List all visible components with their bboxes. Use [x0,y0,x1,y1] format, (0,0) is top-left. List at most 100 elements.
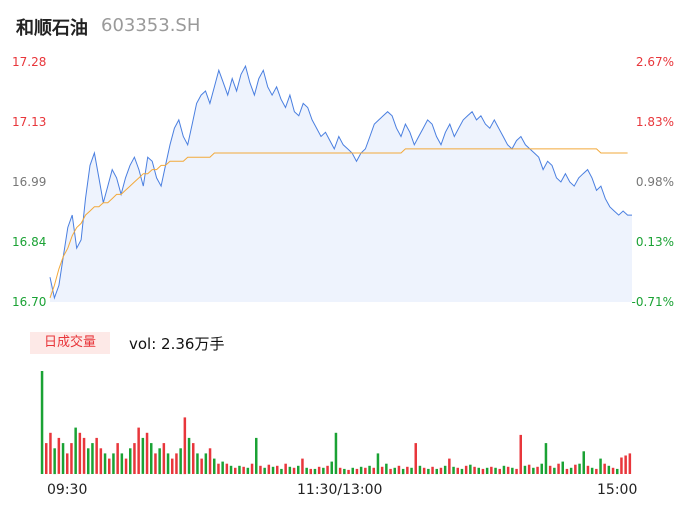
volume-bar [376,453,380,474]
volume-bar [574,464,577,474]
volume-bar [347,469,350,474]
volume-bar [338,467,342,474]
volume-bar [78,432,82,474]
volume-bar [410,467,413,474]
volume-bar [628,453,632,474]
volume-bar [519,434,522,474]
volume-bar [255,437,258,474]
price-line [49,64,632,300]
price-label-2: 16.99 [12,175,47,189]
pct-label-2: 0.98% [635,175,674,189]
volume-bar [259,465,262,474]
volume-bar [145,432,149,474]
volume-bar [263,467,266,474]
volume-bar [330,461,333,474]
price-label-0: 17.28 [12,55,47,69]
volume-bar [179,448,182,475]
volume-bar [527,464,531,474]
volume-bar [53,448,56,475]
volume-bar [103,453,107,474]
volume-bar [393,467,396,474]
volume-bar [355,468,359,475]
volume-bar [305,467,308,474]
volume-bar [301,458,304,474]
volume-bar [448,458,451,474]
price-label-4: 16.70 [12,295,47,309]
volume-bar [490,466,493,474]
volume-bar [91,443,94,474]
average-price-line [49,148,628,299]
volume-summary: vol: 2.36万手 [129,335,225,353]
volume-bar [175,453,178,474]
volume-bar [607,465,611,474]
volume-bar [322,467,325,474]
volume-bar [368,465,371,474]
volume-bar [401,468,405,475]
volume-bar [565,468,569,475]
volume-bar [129,448,132,475]
stock-code: 603353.SH [101,15,201,36]
volume-bar [74,427,77,474]
volume-bar [494,467,497,474]
volume-bar [234,467,237,474]
volume-bar [469,464,472,474]
volume-bar [99,448,103,475]
volume-bar [87,448,90,475]
volume-bar [603,463,606,474]
volume-bar [477,467,480,474]
volume-bar [557,463,560,474]
price-area-fill [50,66,632,302]
volume-bar [57,437,61,474]
volume-bar [364,467,367,474]
x-label-midday: 11:30/13:00 [297,482,383,498]
volume-bar [586,465,590,474]
volume-bar [196,453,199,474]
volume-bar [456,467,459,474]
volume-bar [582,451,585,474]
volume-bar [397,465,401,474]
volume-bar [427,468,430,475]
volume-bar [95,437,98,474]
volume-bar [443,465,447,474]
volume-bar [561,461,564,474]
volume-bar [515,468,518,475]
pct-label-4: -0.71% [631,295,674,309]
volume-bar [171,458,174,474]
volume-bar [309,468,312,475]
volume-bar [460,468,464,475]
volume-bar [288,466,292,474]
volume-bar [229,465,233,474]
volume-bar [162,443,166,474]
volume-bar [595,468,598,475]
volume-bar [61,443,65,474]
volume-bar [284,463,287,474]
volume-bar [616,468,619,475]
volume-bar [313,468,317,475]
price-label-1: 17.13 [12,115,47,129]
pct-label-0: 2.67% [635,55,674,69]
volume-bar [137,427,140,474]
x-label-close: 15:00 [597,482,638,498]
volume-bar [418,465,422,474]
volume-bar [267,464,271,474]
volume-bar [154,453,157,474]
volume-bar [204,453,208,474]
volume-bar [544,443,548,474]
volume-bar [292,467,296,474]
volume-bar [532,467,535,474]
volume-bar [343,468,346,475]
volume-bar [502,465,506,474]
volume-bar [380,466,384,474]
volume-bar [112,453,115,474]
volume-bar [372,467,375,474]
volume-bar [498,468,501,475]
volume-bar [351,467,354,474]
volume-bar [116,443,119,474]
volume-bar [326,465,329,474]
volume-bar [435,468,438,475]
volume-bar [221,461,224,474]
volume-bar [70,443,73,474]
volume-bar [250,463,254,474]
volume-tag: 日成交量 [30,332,110,354]
